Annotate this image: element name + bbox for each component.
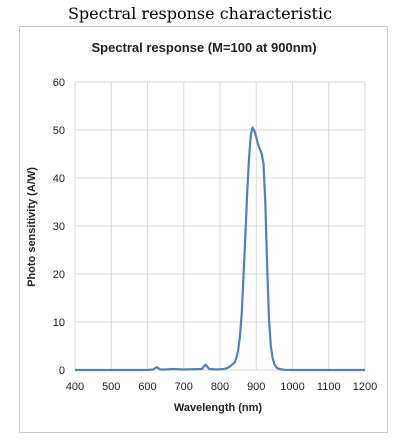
x-tick-label: 1200: [353, 381, 377, 393]
page-heading: Spectral response characteristic: [67, 4, 333, 23]
series-line: [75, 126, 365, 372]
x-tick-label: 900: [247, 381, 265, 393]
x-tick-label: 700: [175, 381, 193, 393]
grid-lines: [74, 81, 366, 371]
chart-title: Spectral response (M=100 at 900nm): [91, 40, 316, 55]
y-tick-label: 30: [53, 221, 65, 233]
y-tick-label: 20: [53, 269, 65, 281]
x-tick-labels: 400 500 600 700 800 900 1000 1100 1200: [66, 381, 377, 393]
x-tick-label: 400: [66, 381, 84, 393]
y-tick-label: 60: [53, 77, 65, 89]
y-tick-label: 40: [53, 173, 65, 185]
y-axis-label: Photo sensitivity (A/W): [26, 167, 38, 287]
chart-frame: Spectral response (M=100 at 900nm) 0 10 20…: [19, 26, 388, 433]
y-tick-label: 10: [53, 317, 65, 329]
spectral-response-chart: Spectral response (M=100 at 900nm) 0 10 20…: [26, 40, 377, 414]
x-tick-label: 1100: [317, 381, 341, 393]
x-tick-label: 800: [211, 381, 229, 393]
y-tick-label: 0: [59, 365, 65, 377]
y-tick-label: 50: [53, 125, 65, 137]
x-tick-label: 500: [102, 381, 120, 393]
series-layer: [75, 126, 365, 372]
x-tick-label: 600: [138, 381, 156, 393]
x-tick-label: 1000: [280, 381, 304, 393]
x-axis-label: Wavelength (nm): [174, 402, 263, 414]
y-tick-labels: 0 10 20 30 40 50 60: [53, 77, 65, 377]
